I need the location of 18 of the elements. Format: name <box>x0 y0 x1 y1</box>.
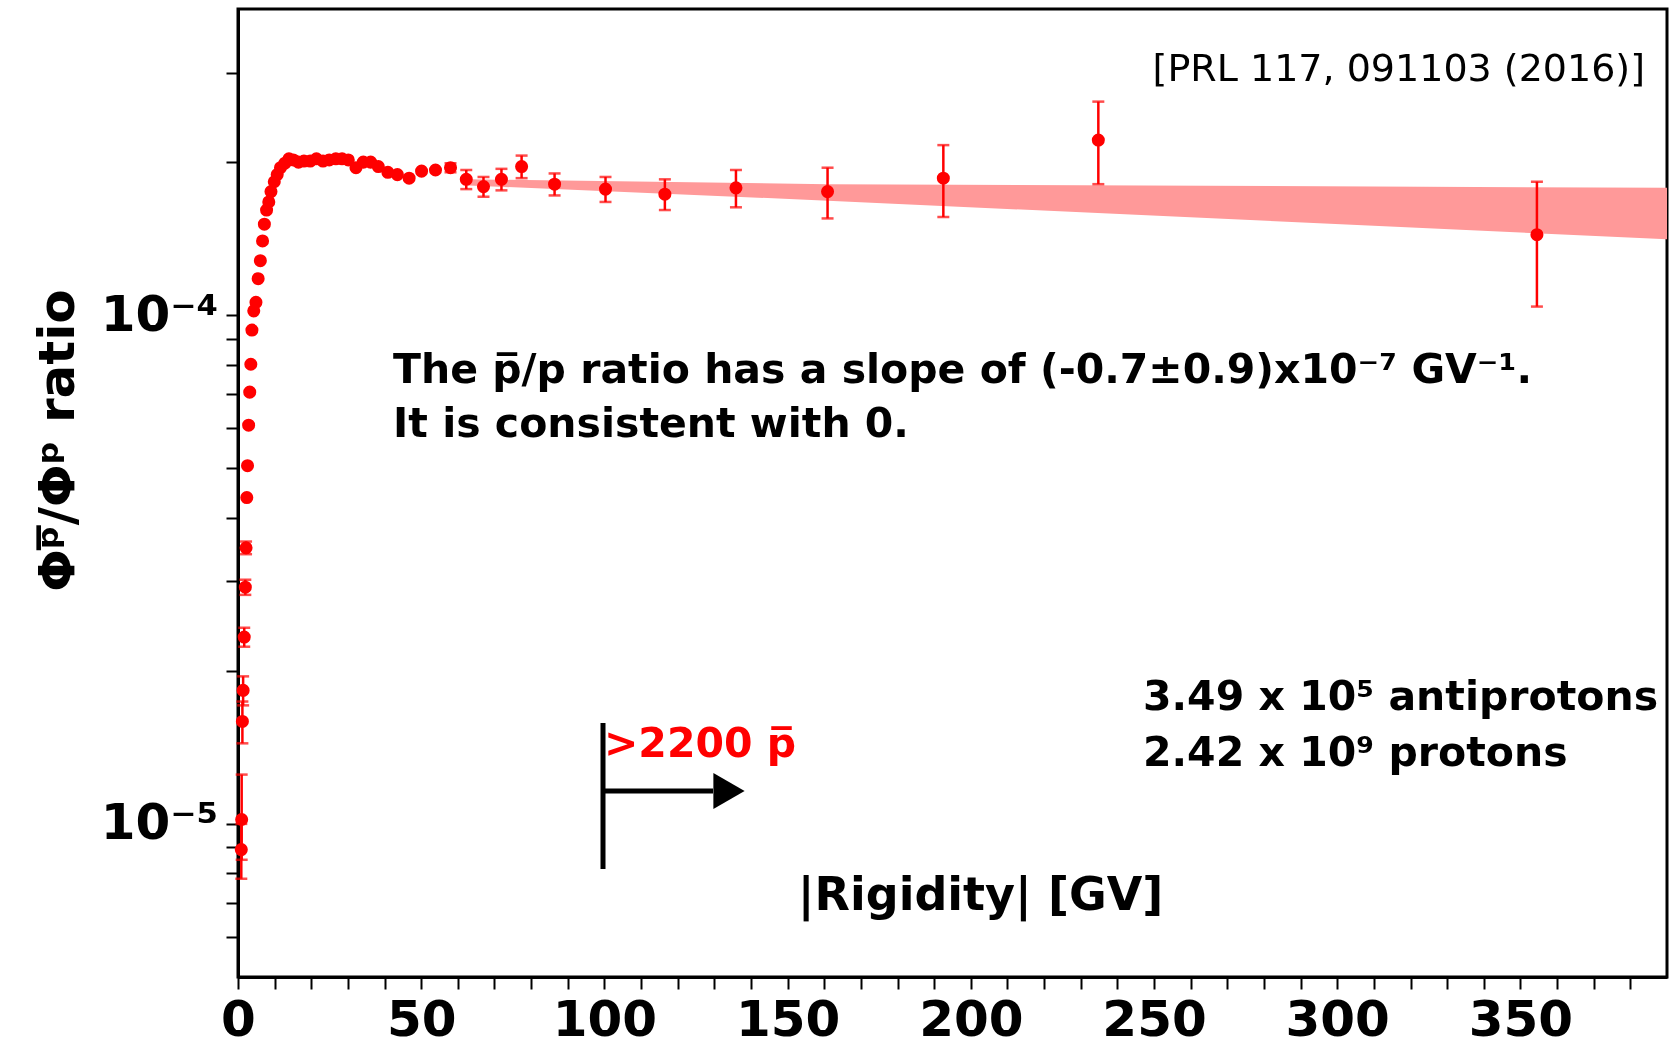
annotation: >2200 p̅ <box>604 719 797 767</box>
x-tick-label: 50 <box>386 989 457 1045</box>
annotation: [PRL 117, 091103 (2016)] <box>1152 46 1645 90</box>
x-axis-title: |Rigidity| [GV] <box>797 866 1164 922</box>
x-tick-label: 200 <box>919 989 1024 1045</box>
annotation: 2.42 x 10⁹ protons <box>1143 728 1568 776</box>
x-tick-label: 100 <box>552 989 658 1045</box>
y-tick-label: 10⁻⁵ <box>100 793 219 852</box>
x-tick-label: 0 <box>221 989 256 1045</box>
annotation: It is consistent with 0. <box>393 399 909 447</box>
x-tick-label: 300 <box>1285 989 1390 1045</box>
annotation: 3.49 x 10⁵ antiprotons <box>1143 672 1659 720</box>
annotation: The p̅/p ratio has a slope of (-0.7±0.9)x10⁻⁷ GV⁻¹. <box>393 345 1533 393</box>
x-tick-label: 350 <box>1468 989 1574 1045</box>
x-tick-label: 150 <box>735 989 841 1045</box>
y-axis-title: Φᵖ̅/Φᵖ ratio <box>27 289 86 592</box>
x-tick-label: 250 <box>1102 989 1207 1045</box>
y-tick-label: 10⁻⁴ <box>100 284 219 343</box>
